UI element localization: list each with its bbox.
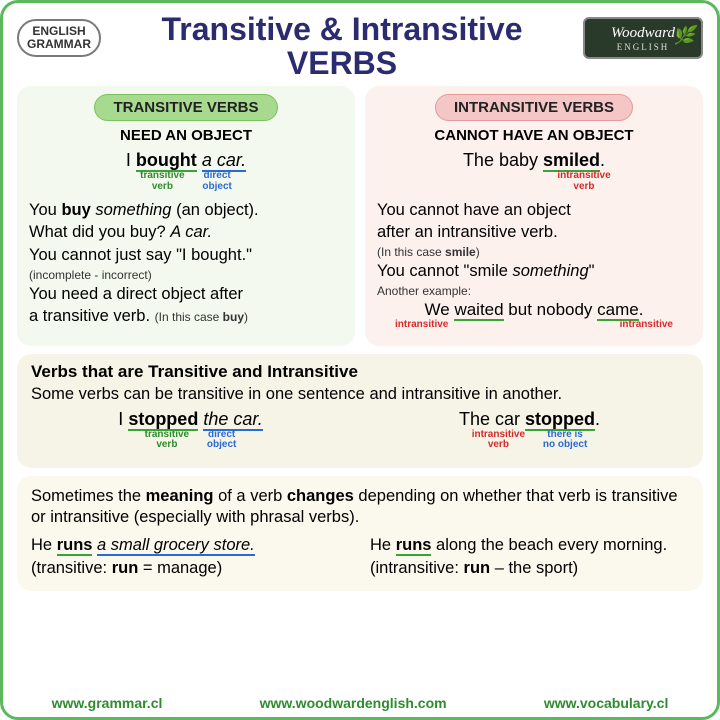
right-line3: You cannot "smile something": [377, 261, 691, 282]
footer-link-grammar[interactable]: www.grammar.cl: [52, 695, 163, 711]
both-intro: Some verbs can be transitive in one sent…: [31, 384, 689, 405]
intransitive-column: INTRANSITIVE VERBS CANNOT HAVE AN OBJECT…: [365, 86, 703, 346]
both-left: I stopped the car. transitiveverb direct…: [31, 407, 350, 459]
title-line2: VERBS: [101, 47, 583, 81]
infographic-page: ENGLISH GRAMMAR Transitive & Intransitiv…: [0, 0, 720, 720]
left-line2: What did you buy? A car.: [29, 222, 343, 243]
micro-intransitive: intransitiveverb: [557, 171, 610, 192]
meaning-left: He runs a small grocery store. (transiti…: [31, 533, 350, 580]
left-line1: You buy something (an object).: [29, 200, 343, 221]
intransitive-pill: INTRANSITIVE VERBS: [435, 94, 633, 121]
grammar-badge: ENGLISH GRAMMAR: [17, 19, 101, 57]
left-line4a: You need a direct object after: [29, 284, 343, 305]
right-line2: after an intransitive verb.: [377, 222, 691, 243]
ex-pre: I: [126, 150, 136, 170]
main-title: Transitive & Intransitive VERBS: [101, 13, 583, 80]
intransitive-need: CANNOT HAVE AN OBJECT: [377, 127, 691, 144]
transitive-example: I bought a car.: [29, 150, 343, 171]
ex-pre: The baby: [463, 150, 543, 170]
footer-link-vocab[interactable]: www.vocabulary.cl: [544, 695, 669, 711]
ex-verb: bought: [136, 150, 197, 172]
micro-intr2: intransitive: [620, 320, 673, 331]
left-line3-note: (incomplete - incorrect): [29, 268, 343, 282]
transitive-column: TRANSITIVE VERBS NEED AN OBJECT I bought…: [17, 86, 355, 346]
ex-post: .: [600, 150, 605, 170]
micro-row-ex2: intransitive intransitive: [377, 320, 691, 331]
fern-icon: 🌿: [673, 25, 695, 46]
ex-verb: smiled: [543, 150, 600, 172]
meaning-panel: Sometimes the meaning of a verb changes …: [17, 476, 703, 591]
intransitive-example2: We waited but nobody came.: [377, 300, 691, 320]
meaning-intro: Sometimes the meaning of a verb changes …: [31, 486, 689, 527]
micro-intr1: intransitive: [395, 320, 448, 331]
right-line4: Another example:: [377, 284, 691, 298]
footer-links: www.grammar.cl www.woodwardenglish.com w…: [3, 695, 717, 711]
ex-obj: a car.: [202, 150, 246, 172]
woodward-logo: 🌿 Woodward ENGLISH: [583, 17, 703, 59]
micro-labels-left: transitiveverb directobject: [29, 171, 343, 194]
title-line1: Transitive & Intransitive: [101, 13, 583, 47]
header: ENGLISH GRAMMAR Transitive & Intransitiv…: [17, 13, 703, 80]
meaning-right: He runs along the beach every morning. (…: [370, 533, 689, 580]
both-panel: Verbs that are Transitive and Intransiti…: [17, 354, 703, 468]
both-title: Verbs that are Transitive and Intransiti…: [31, 362, 689, 382]
badge-line2: GRAMMAR: [27, 38, 91, 51]
meaning-examples: He runs a small grocery store. (transiti…: [31, 533, 689, 580]
right-line2-note: (In this case smile): [377, 245, 691, 259]
left-line4b: a transitive verb. (In this case buy): [29, 306, 343, 327]
right-line1: You cannot have an object: [377, 200, 691, 221]
micro-direct-object: directobject: [202, 171, 231, 192]
transitive-need: NEED AN OBJECT: [29, 127, 343, 144]
both-examples: I stopped the car. transitiveverb direct…: [31, 407, 689, 459]
transitive-pill: TRANSITIVE VERBS: [94, 94, 277, 121]
footer-link-woodward[interactable]: www.woodwardenglish.com: [260, 695, 447, 711]
two-columns: TRANSITIVE VERBS NEED AN OBJECT I bought…: [17, 86, 703, 346]
micro-labels-right: intransitiveverb: [377, 171, 691, 194]
intransitive-example: The baby smiled.: [377, 150, 691, 171]
left-line3: You cannot just say "I bought.": [29, 245, 343, 266]
both-right: The car stopped. intransitiveverb there …: [370, 407, 689, 459]
micro-transitive: transitiveverb: [140, 171, 184, 192]
